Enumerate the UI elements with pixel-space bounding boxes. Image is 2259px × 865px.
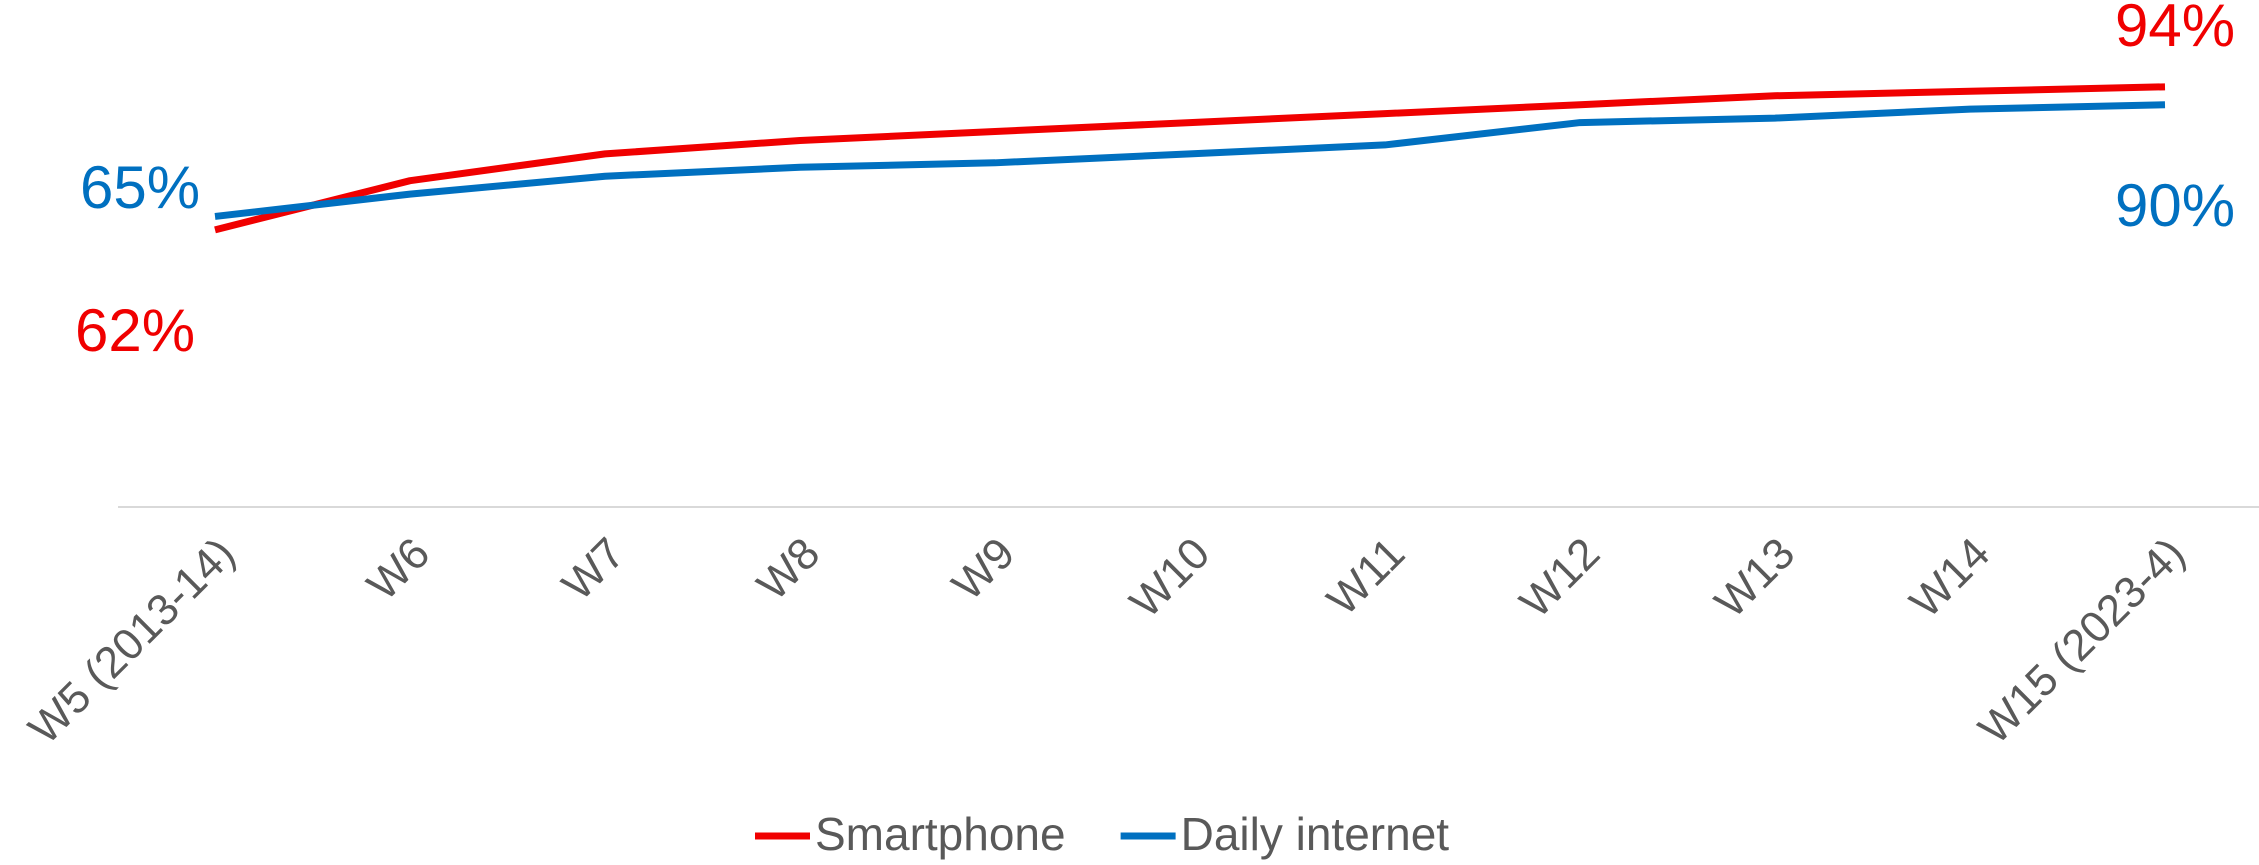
legend-label: Daily internet bbox=[1181, 808, 1450, 860]
legend-label: Smartphone bbox=[815, 808, 1066, 860]
x-tick-label: W12 bbox=[1511, 529, 1610, 628]
value-label: 65% bbox=[80, 154, 200, 221]
series-line bbox=[214, 101, 2166, 220]
value-label: 90% bbox=[2115, 172, 2235, 239]
x-tick-label: W8 bbox=[748, 529, 829, 610]
x-tick-label: W6 bbox=[358, 529, 439, 610]
value-label: 94% bbox=[2115, 0, 2235, 59]
x-tick-label: W15 (2023-4) bbox=[1969, 529, 2194, 754]
x-tick-label: W7 bbox=[553, 529, 634, 610]
x-tick-label: W10 bbox=[1121, 529, 1220, 628]
value-label: 62% bbox=[75, 297, 195, 364]
x-tick-label: W14 bbox=[1901, 529, 2000, 628]
x-tick-label: W13 bbox=[1706, 529, 1805, 628]
series-line bbox=[214, 83, 2166, 234]
x-tick-label: W5 (2013-14) bbox=[19, 529, 244, 754]
x-tick-label: W9 bbox=[943, 529, 1024, 610]
x-tick-label: W11 bbox=[1318, 529, 1414, 625]
